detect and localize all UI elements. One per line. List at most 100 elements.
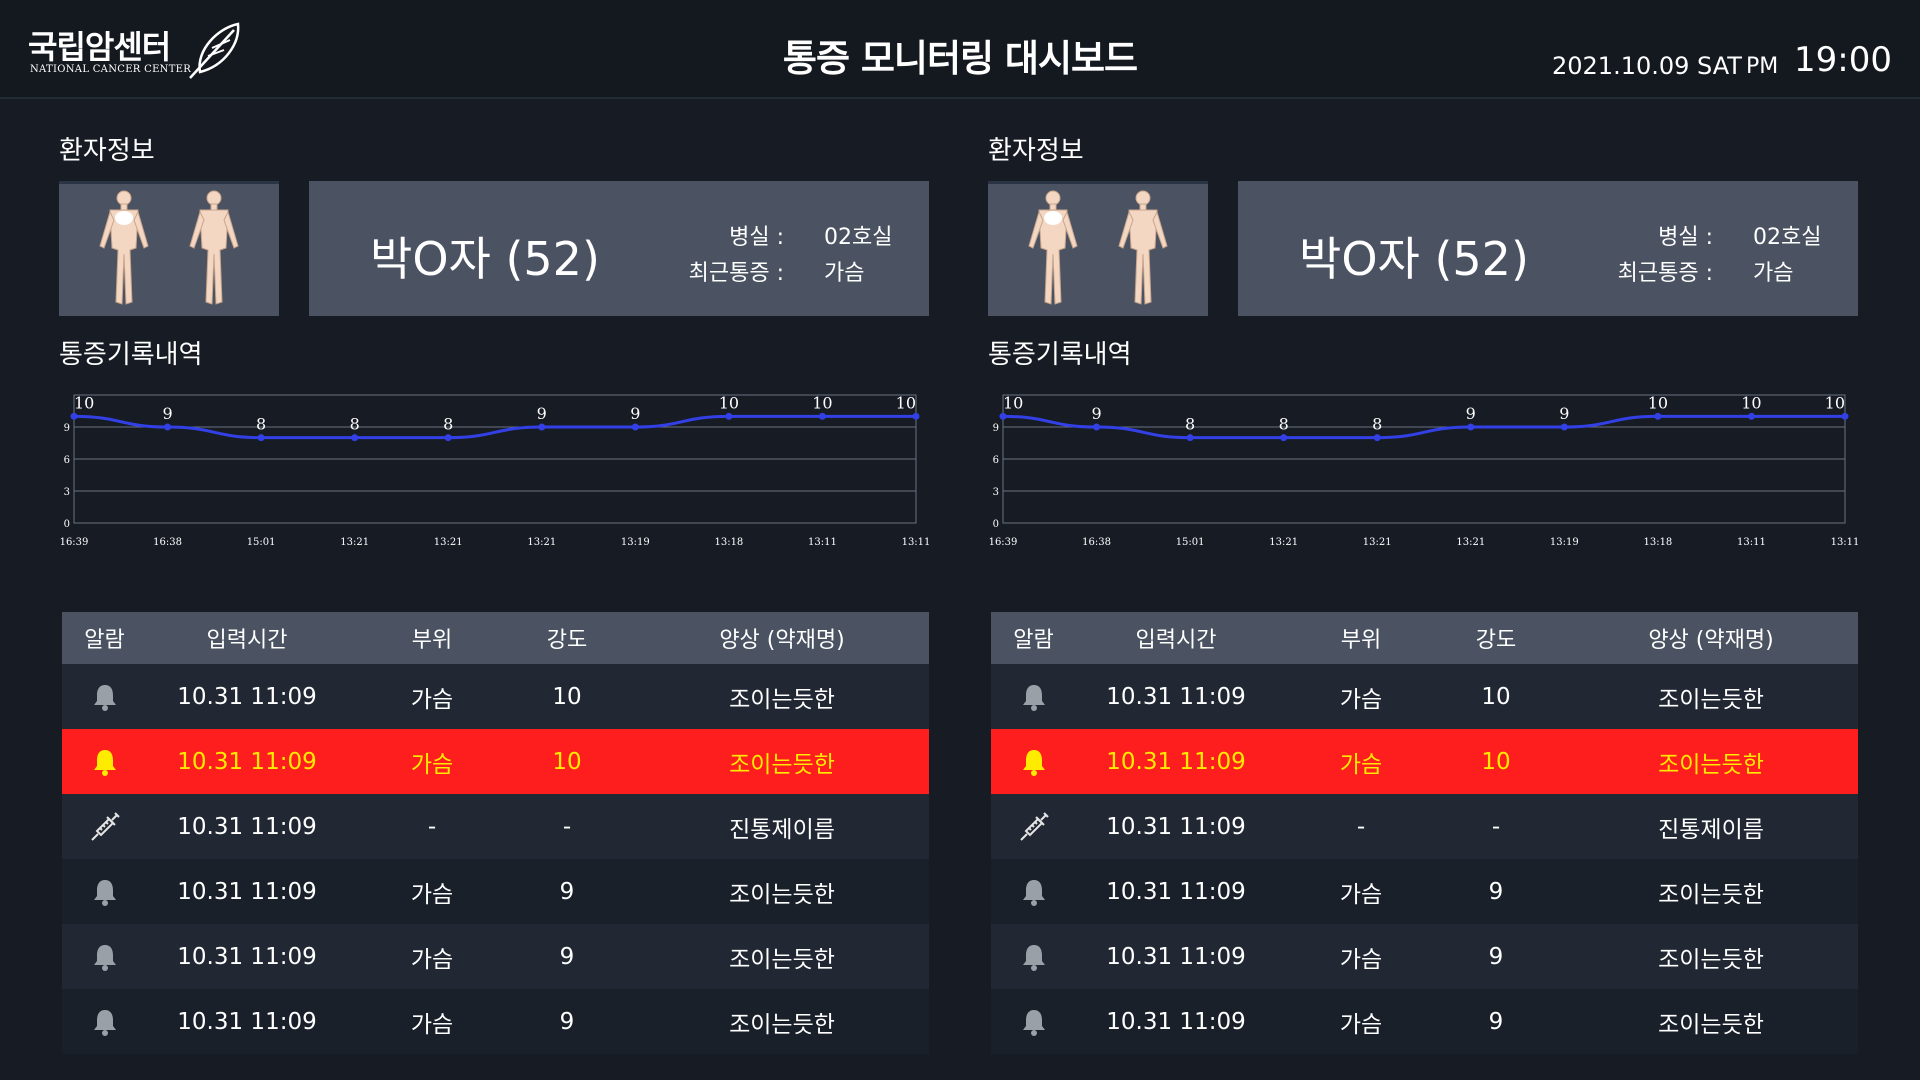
data-label: 9 — [537, 404, 547, 423]
input-time-cell: 10.31 11:09 — [177, 683, 317, 710]
pain-history-label: 통증기록내역 — [988, 340, 1132, 370]
y-tick-label: 0 — [64, 519, 70, 530]
column-header: 강도 — [546, 628, 588, 653]
room-value: 02호실 — [1753, 225, 1822, 250]
y-tick-label: 0 — [993, 519, 999, 530]
data-point — [70, 412, 78, 420]
x-tick-label: 13:11 — [1737, 537, 1766, 548]
pain-series-line — [1002, 414, 1845, 440]
bell-icon — [62, 664, 147, 729]
x-tick-label: 13:21 — [527, 537, 556, 548]
x-tick-label: 13:21 — [434, 537, 463, 548]
data-label: 10 — [812, 393, 832, 412]
table-row[interactable]: 10.31 11:09 가슴 9 조이는듯한 — [991, 924, 1858, 989]
site-cell: 가슴 — [1339, 1011, 1383, 1038]
intensity-cell: 9 — [559, 1008, 575, 1035]
pattern-cell: 조이는듯한 — [729, 946, 835, 973]
patient-info-label: 환자정보 — [59, 136, 155, 166]
bell-icon — [991, 924, 1076, 989]
data-label: 9 — [1559, 404, 1569, 423]
table-row[interactable]: 10.31 11:09 가슴 9 조이는듯한 — [991, 859, 1858, 924]
pain-history-chart: 0 3 6 9 10 16:39 9 16:38 8 15:01 8 13:21 8 13:21 9 13:2… — [989, 393, 1858, 548]
x-tick-label: 16:39 — [60, 537, 89, 548]
alert-table-row[interactable]: 10.31 11:09 가슴 10 조이는듯한 — [62, 729, 929, 794]
site-cell: 가슴 — [1339, 881, 1383, 908]
table-row[interactable]: 10.31 11:09 - - 진통제이름 — [62, 794, 929, 859]
data-point — [999, 412, 1007, 420]
pattern-cell: 조이는듯한 — [1658, 751, 1764, 778]
data-label: 8 — [1185, 415, 1195, 434]
bell-icon — [62, 859, 147, 924]
body-diagram — [988, 181, 1208, 316]
column-header: 입력시간 — [1135, 628, 1217, 653]
pattern-cell: 조이는듯한 — [1658, 1011, 1764, 1038]
data-point — [257, 434, 265, 442]
table-row[interactable]: 10.31 11:09 가슴 10 조이는듯한 — [991, 664, 1858, 729]
data-label: 9 — [630, 404, 640, 423]
site-cell: 가슴 — [410, 686, 454, 713]
recent-pain-value: 가슴 — [1753, 261, 1794, 286]
x-tick-label: 13:11 — [808, 537, 837, 548]
table-row[interactable]: 10.31 11:09 가슴 9 조이는듯한 — [62, 989, 929, 1054]
column-header: 알람 — [84, 628, 125, 653]
input-time-cell: 10.31 11:09 — [177, 943, 317, 970]
logo-english-text: NATIONAL CANCER CENTER — [30, 64, 192, 75]
pattern-cell: 진통제이름 — [1658, 816, 1764, 843]
data-point — [1747, 412, 1755, 420]
x-tick-label: 16:39 — [989, 537, 1018, 548]
y-tick-label: 3 — [993, 487, 999, 498]
bell-icon — [991, 989, 1076, 1054]
recent-pain-label: 최근통증 : — [688, 261, 784, 286]
table-row[interactable]: 10.31 11:09 가슴 9 조이는듯한 — [62, 859, 929, 924]
data-label: 10 — [1003, 393, 1023, 412]
data-point — [1467, 423, 1475, 431]
data-label: 8 — [350, 415, 360, 434]
data-point — [164, 423, 172, 431]
intensity-cell: 10 — [1481, 748, 1511, 775]
leaf-logo-icon — [189, 22, 240, 79]
column-header: 부위 — [1340, 628, 1382, 653]
pain-history-label: 통증기록내역 — [59, 340, 203, 370]
pain-record-table: 알람 입력시간 부위 강도 양상 (약재명) 10.31 11:09 가슴 10 조이는듯한 10… — [991, 612, 1858, 1054]
pattern-cell: 조이는듯한 — [1658, 946, 1764, 973]
x-tick-label: 16:38 — [153, 537, 182, 548]
data-label: 10 — [1648, 393, 1668, 412]
table-row[interactable]: 10.31 11:09 가슴 9 조이는듯한 — [62, 924, 929, 989]
alert-table-row[interactable]: 10.31 11:09 가슴 10 조이는듯한 — [991, 729, 1858, 794]
intensity-cell: 10 — [552, 748, 582, 775]
input-time-cell: 10.31 11:09 — [1106, 1008, 1246, 1035]
data-point — [1373, 434, 1381, 442]
bell-icon — [991, 859, 1076, 924]
logo-korean-text: 국립암센터 — [28, 28, 171, 66]
data-point — [631, 423, 639, 431]
table-row[interactable]: 10.31 11:09 가슴 10 조이는듯한 — [62, 664, 929, 729]
input-time-cell: 10.31 11:09 — [177, 1008, 317, 1035]
intensity-cell: 9 — [1488, 878, 1504, 905]
patient-panel-left: 환자정보 박 — [59, 100, 929, 1080]
table-row[interactable]: 10.31 11:09 - - 진통제이름 — [991, 794, 1858, 859]
column-header: 양상 (약재명) — [1648, 628, 1774, 653]
y-tick-label: 6 — [993, 455, 999, 466]
current-ampm: PM — [1746, 54, 1779, 79]
x-tick-label: 15:01 — [247, 537, 276, 548]
data-label: 10 — [719, 393, 739, 412]
intensity-cell: 9 — [1488, 943, 1504, 970]
data-label: 8 — [1372, 415, 1382, 434]
data-point — [1186, 434, 1194, 442]
input-time-cell: 10.31 11:09 — [1106, 943, 1246, 970]
intensity-cell: 9 — [559, 943, 575, 970]
room-label: 병실 : — [729, 225, 784, 250]
site-cell: - — [427, 813, 437, 840]
table-row[interactable]: 10.31 11:09 가슴 9 조이는듯한 — [991, 989, 1858, 1054]
column-header: 입력시간 — [206, 628, 288, 653]
current-time: 19:00 — [1794, 40, 1892, 80]
x-tick-label: 13:21 — [1269, 537, 1298, 548]
human-body-icon — [99, 190, 239, 305]
bell-icon — [62, 729, 147, 794]
x-tick-label: 13:21 — [340, 537, 369, 548]
header-bar: 국립암센터 NATIONAL CANCER CENTER 통증 모니터링 대시보… — [0, 0, 1920, 99]
human-body-icon — [1028, 190, 1168, 305]
data-point — [1093, 423, 1101, 431]
input-time-cell: 10.31 11:09 — [177, 878, 317, 905]
recent-pain-label: 최근통증 : — [1617, 261, 1713, 286]
